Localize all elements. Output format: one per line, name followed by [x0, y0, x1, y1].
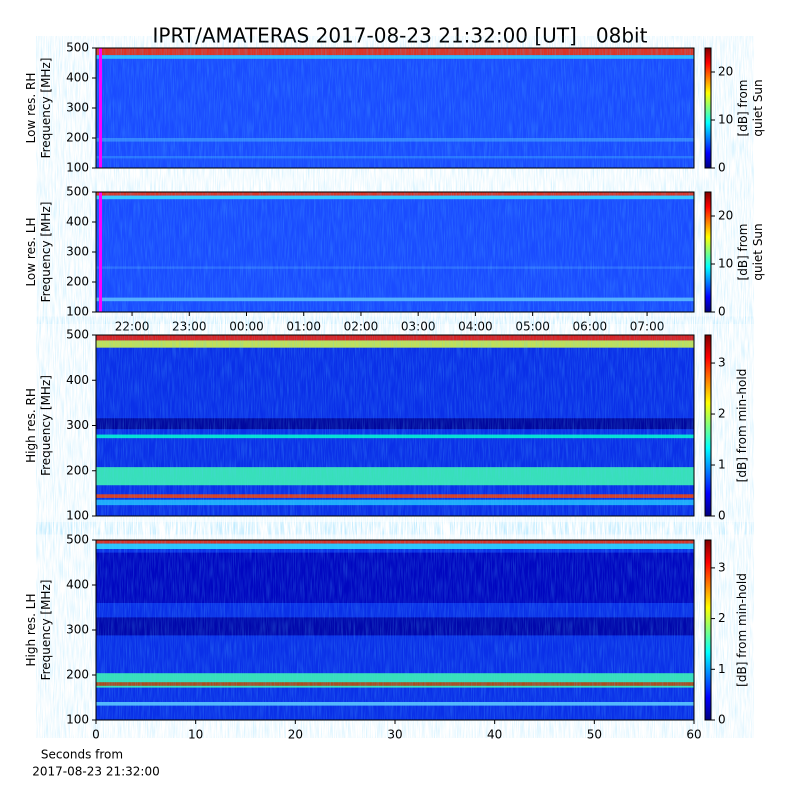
y-tick-label: 100 [66, 509, 89, 523]
x-tick-label: 00:00 [229, 320, 264, 334]
y-axis-label: Low res. LHFrequency [MHz] [24, 202, 53, 303]
spectrogram-texture [96, 48, 694, 168]
colorbar-tick-label: 0 [718, 509, 726, 523]
y-tick-label: 500 [66, 533, 89, 547]
y-tick-label: 200 [66, 275, 89, 289]
colorbar [704, 191, 712, 313]
y-axis-label: Low res. RHFrequency [MHz] [24, 58, 53, 159]
colorbar-label-line: [dB] from [736, 224, 750, 281]
y-axis-label-line: High res. RH [24, 388, 38, 463]
x-tick-label: 40 [487, 728, 502, 742]
y-tick-label: 400 [66, 578, 89, 592]
colorbar-tick-label: 2 [718, 407, 726, 421]
y-axis-label: High res. LHFrequency [MHz] [24, 580, 53, 681]
x-tick-label: 23:00 [172, 320, 207, 334]
y-axis-label: High res. RHFrequency [MHz] [24, 375, 53, 476]
chart-title: IPRT/AMATERAS 2017-08-23 21:32:00 [UT] 0… [153, 24, 648, 48]
x-tick-label: 20 [288, 728, 303, 742]
colorbar [704, 47, 712, 169]
colorbar-tick-label: 2 [718, 611, 726, 625]
spectrogram-texture [96, 540, 694, 720]
y-axis-label-line: Frequency [MHz] [39, 580, 53, 681]
y-tick-label: 400 [66, 71, 89, 85]
colorbar-tick-label: 20 [718, 65, 733, 79]
colorbar-tick-label: 3 [718, 560, 726, 574]
x-tick-label: 05:00 [515, 320, 550, 334]
colorbar-tick-label: 0 [718, 305, 726, 319]
x-tick-label: 50 [587, 728, 602, 742]
y-tick-label: 200 [66, 668, 89, 682]
y-tick-label: 500 [66, 185, 89, 199]
spectrogram-texture [96, 192, 694, 312]
colorbar-tick-label: 10 [718, 257, 733, 271]
x-tick-label: 06:00 [573, 320, 608, 334]
y-tick-label: 300 [66, 418, 89, 432]
y-tick-label: 300 [66, 245, 89, 259]
x-axis-label: Seconds from [41, 748, 123, 762]
colorbar-label-line: [dB] from min-hold [735, 369, 749, 483]
colorbar-label: [dB] from min-hold [735, 573, 749, 687]
colorbar-tick-label: 1 [718, 662, 726, 676]
colorbar [704, 539, 712, 721]
colorbar-label: [dB] fromquiet Sun [736, 79, 765, 136]
y-axis-label-line: Low res. RH [24, 73, 38, 144]
x-tick-label: 04:00 [458, 320, 493, 334]
colorbar-tick-label: 10 [718, 113, 733, 127]
marker-line [99, 48, 102, 168]
spectrogram-texture [96, 335, 694, 516]
y-tick-label: 500 [66, 328, 89, 342]
colorbar [704, 334, 712, 517]
colorbar-label: [dB] from min-hold [735, 369, 749, 483]
colorbar-tick-label: 1 [718, 458, 726, 472]
colorbar-tick-label: 20 [718, 209, 733, 223]
x-tick-label: 60 [686, 728, 701, 742]
x-tick-label: 02:00 [344, 320, 379, 334]
colorbar-tick-label: 3 [718, 356, 726, 370]
x-tick-label: 22:00 [115, 320, 150, 334]
marker-line [99, 192, 102, 312]
x-tick-label: 03:00 [401, 320, 436, 334]
y-tick-label: 300 [66, 623, 89, 637]
y-tick-label: 500 [66, 41, 89, 55]
y-tick-label: 100 [66, 713, 89, 727]
colorbar-tick-label: 0 [718, 161, 726, 175]
x-tick-label: 30 [387, 728, 402, 742]
y-tick-label: 100 [66, 161, 89, 175]
y-axis-label-line: Frequency [MHz] [39, 202, 53, 303]
y-tick-label: 400 [66, 215, 89, 229]
y-axis-label-line: Frequency [MHz] [39, 58, 53, 159]
y-tick-label: 200 [66, 463, 89, 477]
y-tick-label: 200 [66, 131, 89, 145]
y-axis-label-line: Low res. LH [24, 217, 38, 286]
colorbar-tick-label: 0 [718, 713, 726, 727]
x-tick-label: 01:00 [286, 320, 321, 334]
x-tick-label: 07:00 [630, 320, 665, 334]
colorbar-label-line: [dB] from [736, 80, 750, 137]
y-axis-label-line: Frequency [MHz] [39, 375, 53, 476]
y-tick-label: 300 [66, 101, 89, 115]
y-tick-label: 100 [66, 305, 89, 319]
x-tick-label: 0 [92, 728, 100, 742]
x-axis-label: 2017-08-23 21:32:00 [32, 765, 159, 779]
y-axis-label-line: High res. LH [24, 593, 38, 666]
colorbar-label-line: [dB] from min-hold [735, 573, 749, 687]
y-tick-label: 400 [66, 373, 89, 387]
colorbar-label: [dB] fromquiet Sun [736, 223, 765, 280]
colorbar-label-line: quiet Sun [751, 223, 765, 280]
x-tick-label: 10 [188, 728, 203, 742]
colorbar-label-line: quiet Sun [751, 79, 765, 136]
